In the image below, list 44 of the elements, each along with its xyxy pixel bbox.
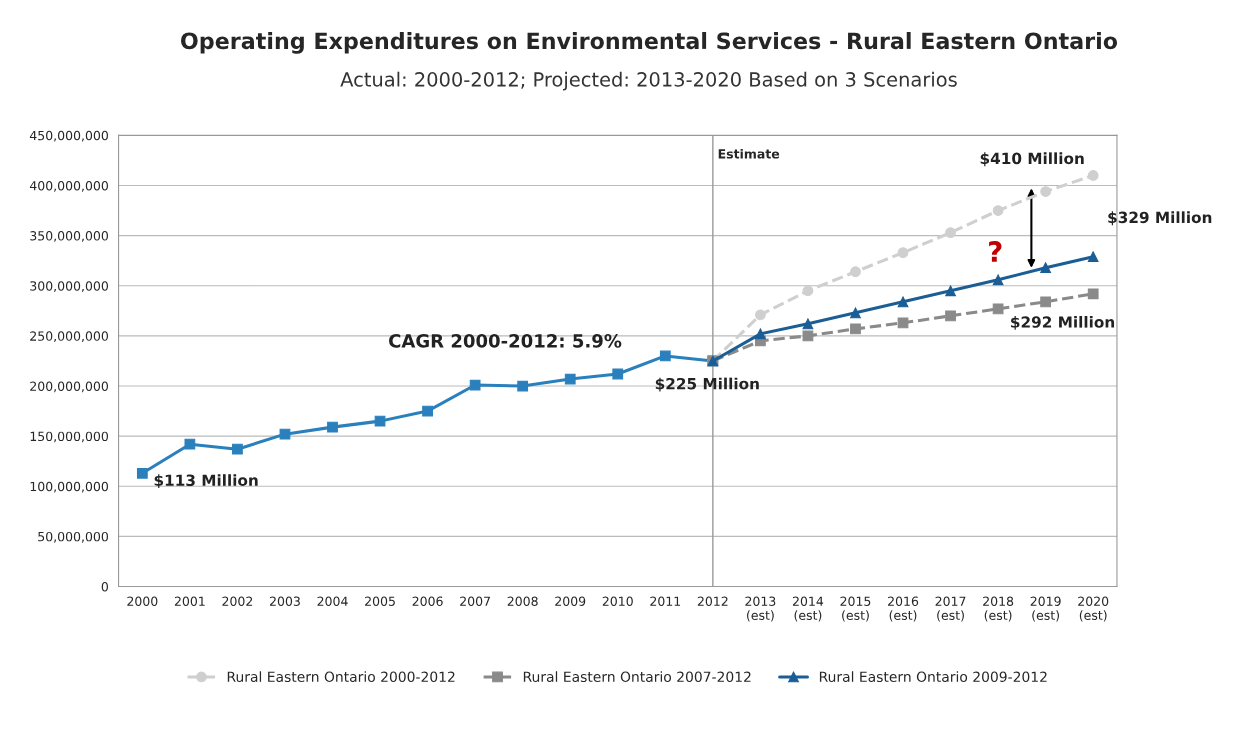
- y-tick-label: 0: [101, 582, 109, 592]
- y-tick-label: 300,000,000: [30, 281, 109, 292]
- annotation: ?: [989, 241, 1002, 262]
- chart-title: Operating Expenditures on Environmental Services - Rural Eastern Ontario: [181, 31, 1118, 54]
- annotation: CAGR 2000-2012: 5.9%: [389, 334, 622, 348]
- x-tick-label: 2004: [317, 596, 348, 606]
- legend-label: Rural Eastern Ontario 2009-2012: [819, 671, 1047, 682]
- x-tick-label: 2009: [555, 596, 586, 606]
- y-tick-label: 150,000,000: [30, 431, 109, 443]
- y-tick-label: 350,000,000: [30, 231, 109, 242]
- x-tick-label: 2007: [460, 596, 490, 606]
- annotation: $410 Million: [980, 152, 1084, 167]
- x-tick-label: 2002: [222, 596, 253, 606]
- x-tick-label: 2012: [697, 596, 728, 606]
- annotation: $329 Million: [1108, 211, 1212, 226]
- x-tick-label: 2000: [127, 596, 158, 606]
- y-tick-label: 50,000,000: [38, 531, 109, 543]
- x-tick-label: 2008: [507, 596, 538, 606]
- annotation: $292 Million: [1011, 316, 1115, 330]
- x-tick-label: 2013 (est): [745, 596, 776, 622]
- ref-line-label: Estimate: [718, 148, 780, 159]
- y-tick-label: 200,000,000: [30, 381, 109, 393]
- x-tick-label: 2018 (est): [983, 596, 1014, 622]
- y-tick-label: 250,000,000: [30, 331, 109, 343]
- legend-label: Rural Eastern Ontario 2000-2012: [227, 671, 455, 682]
- x-tick-label: 2010: [602, 596, 633, 606]
- x-tick-label: 2016 (est): [888, 596, 919, 622]
- x-tick-label: 2014 (est): [792, 596, 824, 622]
- x-tick-label: 2003: [269, 596, 300, 606]
- chart-subtitle: Actual: 2000-2012; Projected: 2013-2020 Based on 3 Scenarios: [340, 71, 957, 91]
- x-tick-label: 2015 (est): [840, 596, 871, 622]
- legend-label: Rural Eastern Ontario 2007-2012: [523, 671, 751, 682]
- x-tick-label: 2011: [650, 596, 681, 606]
- x-tick-label: 2005: [365, 596, 395, 606]
- y-tick-label: 100,000,000: [30, 481, 109, 493]
- x-tick-label: 2017 (est): [935, 596, 966, 622]
- y-tick-label: 400,000,000: [29, 180, 109, 192]
- x-tick-label: 2020 (est): [1078, 596, 1109, 622]
- x-tick-label: 2001: [174, 596, 205, 606]
- annotation: $225 Million: [655, 377, 759, 392]
- y-tick-label: 450,000,000: [29, 130, 109, 142]
- x-tick-label: 2006: [412, 596, 443, 606]
- annotation: $113 Million: [154, 474, 258, 489]
- x-tick-label: 2019 (est): [1030, 596, 1061, 622]
